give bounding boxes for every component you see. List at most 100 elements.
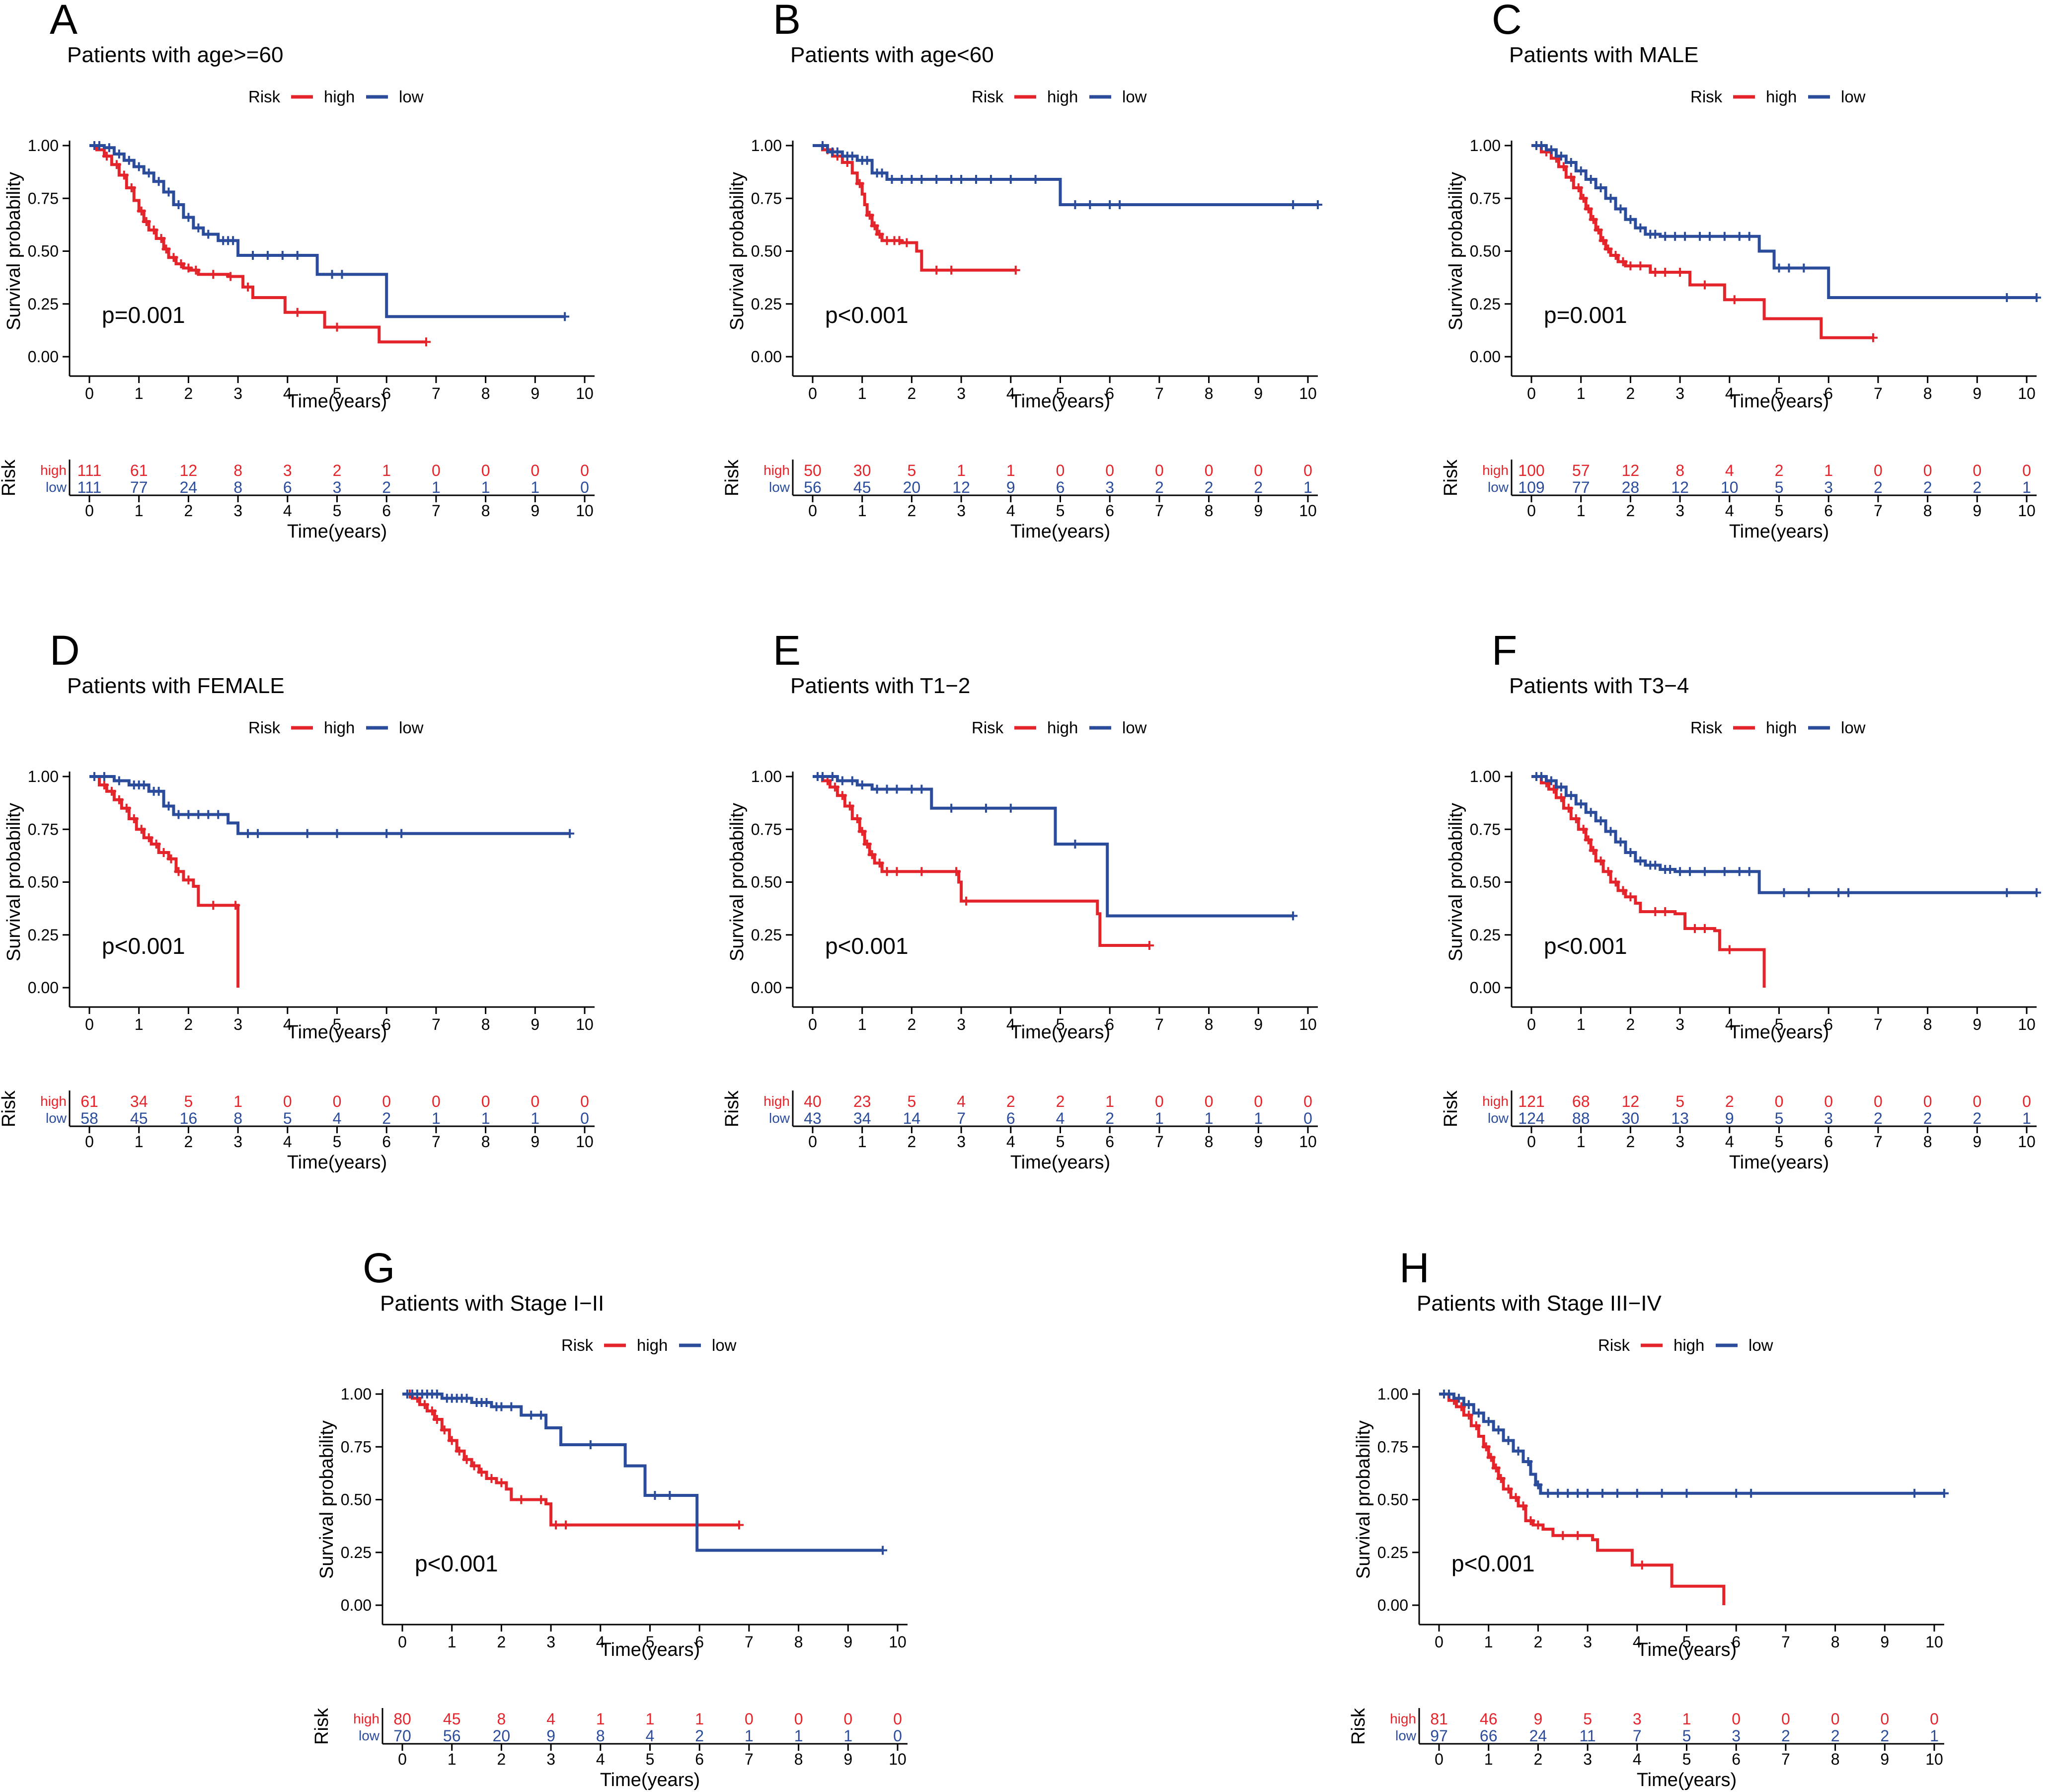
censor-mark — [1484, 1417, 1493, 1426]
risk-x-tick-label: 0 — [398, 1750, 407, 1768]
censor-mark — [1474, 1408, 1483, 1418]
censor-mark — [104, 143, 114, 153]
risk-count-low: 9 — [1006, 478, 1015, 496]
risk-x-tick-label: 10 — [576, 502, 594, 520]
censor-mark — [837, 776, 847, 785]
x-tick-label: 4 — [283, 385, 292, 402]
censor-mark — [878, 1546, 888, 1555]
risk-x-tick-label: 6 — [1105, 502, 1114, 520]
p-value: p<0.001 — [825, 302, 909, 328]
censor-mark — [278, 251, 287, 260]
risk-count-high: 8 — [497, 1710, 506, 1728]
risk-count-high: 0 — [1781, 1710, 1790, 1728]
x-tick-label: 4 — [596, 1633, 605, 1651]
censor-mark — [1491, 1463, 1501, 1473]
censor-mark — [1637, 1560, 1647, 1570]
risk-count-low: 2 — [1973, 1109, 1981, 1127]
risk-count-high: 1 — [1824, 462, 1833, 479]
censor-mark — [397, 829, 406, 838]
censor-mark — [1636, 223, 1645, 233]
risk-x-tick-label: 5 — [1775, 1133, 1784, 1151]
censor-mark — [1586, 175, 1596, 184]
censor-mark — [293, 308, 302, 317]
censor-mark — [962, 896, 971, 906]
risk-count-low: 28 — [1622, 478, 1640, 496]
risk-x-tick-label: 10 — [2018, 1133, 2036, 1151]
risk-row-label-low: low — [46, 479, 67, 495]
censor-mark — [818, 141, 827, 150]
risk-count-high: 0 — [1973, 1092, 1981, 1110]
risk-count-low: 2 — [382, 478, 391, 496]
censor-mark — [1675, 867, 1685, 876]
y-tick-label: 0.00 — [1377, 1596, 1408, 1614]
censor-mark — [897, 175, 907, 184]
censor-mark — [1546, 145, 1556, 155]
survival-plot-axes: 0.00 0.25 0.50 0.75 1.00 0 1 2 3 4 5 6 7 8 9 10 Survival… — [727, 137, 1318, 412]
risk-x-tick-label: 3 — [233, 1133, 242, 1151]
risk-x-tick-label: 9 — [1880, 1750, 1889, 1768]
censor-mark — [1745, 232, 1754, 241]
x-tick-label: 6 — [382, 1015, 391, 1033]
censor-mark — [327, 270, 337, 279]
risk-x-tick-label: 1 — [135, 1133, 144, 1151]
legend-low-label: low — [1749, 1336, 1773, 1354]
risk-count-high: 2 — [1056, 1092, 1065, 1110]
censor-mark — [1586, 808, 1596, 817]
censor-mark — [1289, 200, 1298, 209]
risk-count-high: 45 — [443, 1710, 461, 1728]
low-risk-curve — [89, 775, 570, 835]
censor-mark — [565, 829, 575, 838]
censor-mark — [852, 814, 862, 823]
censor-mark — [114, 150, 124, 158]
censor-mark — [194, 810, 203, 819]
censor-mark — [1536, 772, 1546, 781]
x-tick-label: 10 — [576, 1015, 594, 1033]
censor-mark — [462, 1455, 471, 1464]
x-tick-label: 0 — [398, 1633, 407, 1651]
panel-letter: A — [50, 0, 77, 43]
risk-count-high: 0 — [1254, 462, 1263, 479]
censor-mark — [1606, 194, 1615, 203]
x-tick-label: 9 — [531, 385, 539, 402]
censor-mark — [586, 1440, 595, 1449]
x-tick-label: 2 — [1534, 1633, 1543, 1651]
risk-x-tick-label: 5 — [1682, 1750, 1691, 1768]
risk-count-high: 1 — [695, 1710, 704, 1728]
risk-x-tick-label: 9 — [843, 1750, 852, 1768]
risk-count-low: 1 — [2022, 1109, 2031, 1127]
censor-mark — [1454, 1394, 1463, 1403]
x-tick-label: 6 — [1105, 385, 1114, 402]
censor-mark — [1939, 1488, 1949, 1498]
censor-mark — [1313, 200, 1322, 209]
risk-x-tick-label: 7 — [745, 1750, 754, 1768]
legend-high-label: high — [1766, 718, 1797, 737]
y-tick-label: 1.00 — [1470, 768, 1501, 785]
censor-mark — [214, 810, 223, 819]
censor-mark — [127, 183, 136, 192]
risk-x-tick-label: 9 — [531, 502, 539, 520]
risk-count-low: 45 — [853, 478, 871, 496]
risk-x-tick-label: 10 — [1299, 1133, 1317, 1151]
risk-count-low: 6 — [283, 478, 292, 496]
censor-mark — [1603, 867, 1613, 876]
x-tick-label: 10 — [1925, 1633, 1943, 1651]
censor-mark — [1571, 814, 1581, 823]
censor-mark — [862, 156, 872, 165]
risk-x-tick-label: 2 — [1626, 1133, 1635, 1151]
risk-count-low: 1 — [481, 1109, 490, 1127]
censor-mark — [1596, 857, 1605, 865]
risk-count-low: 70 — [393, 1727, 411, 1745]
risk-count-high: 1 — [646, 1710, 655, 1728]
risk-count-low: 1 — [843, 1727, 852, 1745]
censor-mark — [1579, 825, 1588, 834]
risk-count-low: 1 — [2022, 478, 2031, 496]
censor-mark — [154, 786, 163, 796]
risk-count-high: 0 — [1831, 1710, 1840, 1728]
censor-mark — [1523, 1457, 1533, 1466]
censor-mark — [174, 867, 183, 876]
risk-count-high: 46 — [1480, 1710, 1498, 1728]
censor-mark — [1556, 782, 1566, 792]
